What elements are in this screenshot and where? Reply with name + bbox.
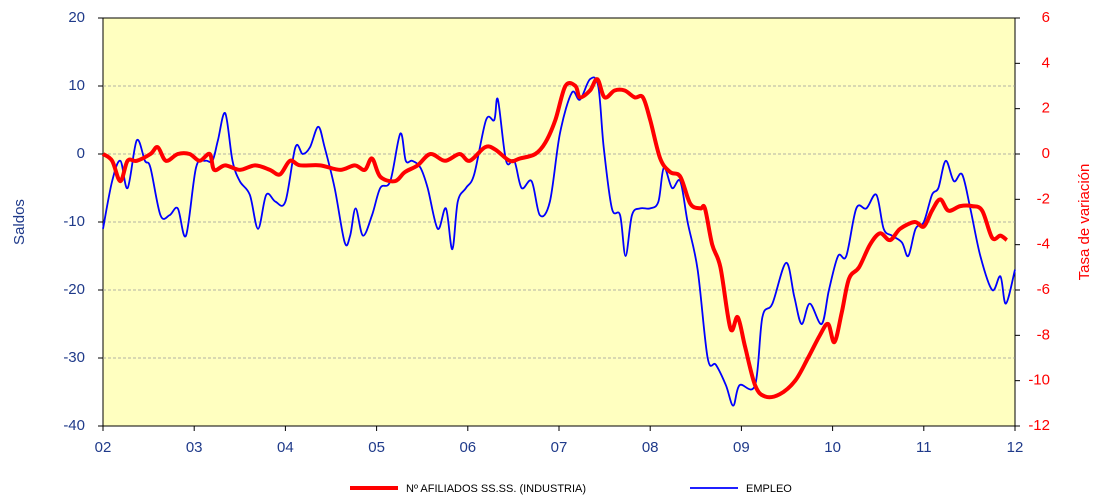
- y2-tick-label: 2: [1042, 100, 1050, 117]
- x-tick-label: 08: [642, 439, 659, 456]
- y-tick-label: -20: [63, 281, 85, 298]
- x-tick-label: 10: [824, 439, 841, 456]
- y2-tick-label: -8: [1037, 326, 1050, 343]
- y2-tick-label: -4: [1037, 236, 1050, 253]
- x-tick-label: 04: [277, 439, 294, 456]
- y-tick-label: 10: [68, 77, 85, 94]
- series-line: [101, 77, 1009, 400]
- y2-tick-label: -2: [1037, 190, 1050, 207]
- y-tick-label: 0: [77, 145, 85, 162]
- x-tick-label: 05: [368, 439, 385, 456]
- y2-tick-label: 6: [1042, 9, 1050, 26]
- y2-tick-label: 0: [1042, 145, 1050, 162]
- y2-tick-label: -12: [1028, 417, 1050, 434]
- y-tick-label: -30: [63, 349, 85, 366]
- x-tick-label: 02: [95, 439, 112, 456]
- legend-label: Nº AFILIADOS SS.SS. (INDUSTRIA): [406, 483, 586, 495]
- y2-axis-label: Tasa de variación: [1076, 164, 1093, 281]
- x-tick-label: 03: [186, 439, 203, 456]
- y2-tick-label: 4: [1042, 54, 1050, 71]
- y-tick-label: 20: [68, 9, 85, 26]
- x-tick-label: 09: [733, 439, 750, 456]
- x-tick-label: 11: [916, 439, 932, 456]
- y-tick-label: -10: [63, 213, 85, 230]
- y2-tick-label: -6: [1037, 281, 1050, 298]
- series-line: [102, 76, 1016, 407]
- y-axis-label: Saldos: [11, 199, 28, 245]
- x-tick-label: 12: [1007, 439, 1024, 456]
- y2-tick-label: -10: [1028, 372, 1050, 389]
- x-tick-label: 07: [551, 439, 568, 456]
- x-tick-label: 06: [459, 439, 476, 456]
- y-tick-label: -40: [63, 417, 85, 434]
- legend-label: EMPLEO: [746, 483, 792, 495]
